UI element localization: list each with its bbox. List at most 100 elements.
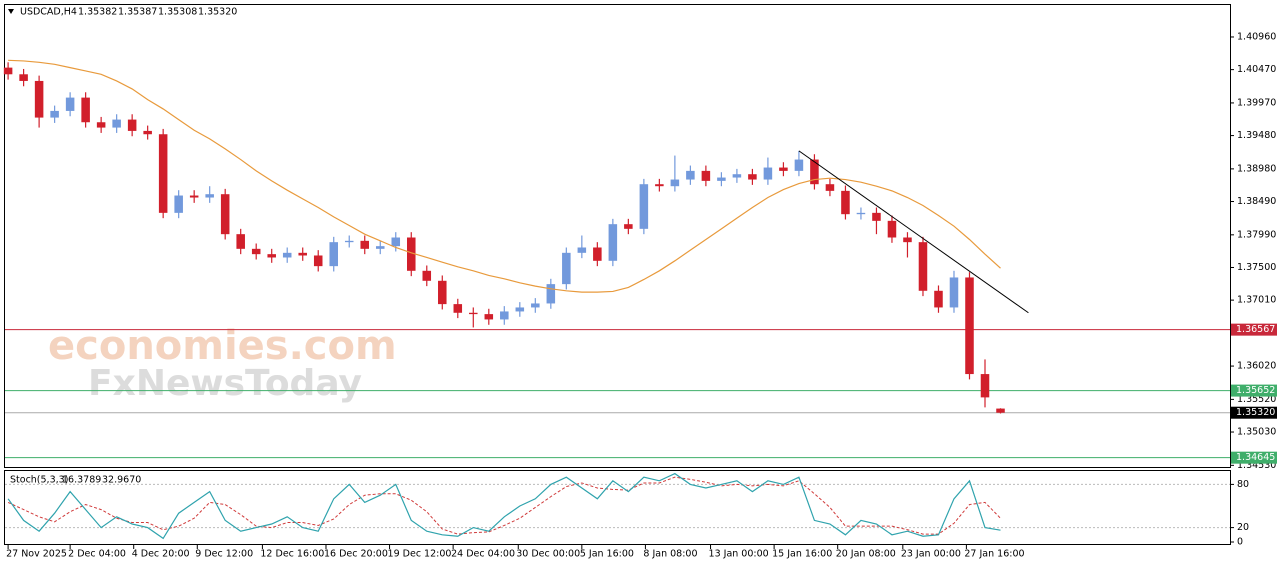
candle-body bbox=[965, 277, 974, 375]
candle-body bbox=[298, 252, 307, 256]
y-tick-label: 1.40960 bbox=[1237, 31, 1276, 42]
candle-body bbox=[748, 174, 757, 180]
candle-body bbox=[251, 248, 261, 255]
y-tick-label: 1.35520 bbox=[1237, 394, 1276, 405]
candle-body bbox=[469, 312, 478, 315]
candle-body bbox=[19, 74, 28, 81]
x-tick-label: 12 Dec 16:00 bbox=[260, 549, 324, 560]
stoch-k bbox=[7, 472, 1001, 540]
moving-average bbox=[8, 59, 1001, 293]
candle-body bbox=[949, 277, 959, 308]
candle-body bbox=[934, 290, 943, 308]
y-tick-label: 1.34530 bbox=[1237, 460, 1276, 471]
stoch-tick-label: 20 bbox=[1237, 522, 1249, 533]
candle-body bbox=[872, 212, 881, 221]
quote-value: 1.35320 bbox=[198, 7, 237, 18]
candle-body bbox=[96, 122, 106, 128]
candle-body bbox=[267, 254, 276, 258]
candle-body bbox=[205, 194, 214, 198]
candle-body bbox=[856, 212, 866, 215]
candle-body bbox=[3, 67, 13, 75]
quote-value: 1.35308 bbox=[158, 7, 197, 18]
trendline bbox=[798, 150, 1029, 314]
candle-body bbox=[515, 307, 525, 312]
candle-body bbox=[996, 408, 1005, 413]
candle-body bbox=[686, 170, 695, 180]
candle-body bbox=[500, 311, 509, 320]
indicator-name: Stoch(5,3,3) bbox=[10, 475, 68, 486]
candle-body bbox=[717, 177, 726, 181]
candle-body bbox=[329, 242, 338, 267]
x-tick-label: 2 Dec 04:00 bbox=[68, 549, 126, 560]
menu-arrow bbox=[8, 9, 14, 14]
candle-body bbox=[670, 179, 680, 187]
candle-body bbox=[701, 170, 711, 181]
quote-value: 1.35387 bbox=[118, 7, 157, 18]
candle-body bbox=[918, 242, 928, 291]
candle-body bbox=[189, 195, 199, 198]
price-level-box bbox=[1231, 451, 1277, 464]
candle-body bbox=[50, 110, 59, 118]
candle-body bbox=[174, 195, 183, 213]
y-tick-label: 1.37990 bbox=[1237, 229, 1276, 240]
price-level-label: 1.35652 bbox=[1236, 385, 1275, 396]
candle-body bbox=[484, 314, 494, 320]
candle-body bbox=[763, 167, 773, 180]
candle-body bbox=[375, 246, 385, 249]
candle-body bbox=[531, 303, 540, 308]
price-level-label: 1.36567 bbox=[1236, 324, 1275, 335]
candle-body bbox=[127, 119, 137, 131]
candle-body bbox=[980, 374, 990, 398]
candle-body bbox=[438, 280, 447, 305]
price-level-box bbox=[1231, 406, 1277, 419]
x-tick-label: 5 Jan 16:00 bbox=[580, 549, 634, 560]
candle-body bbox=[360, 240, 370, 249]
stoch-d bbox=[7, 476, 1001, 535]
y-tick-label: 1.38490 bbox=[1237, 196, 1276, 207]
x-tick-label: 24 Dec 04:00 bbox=[451, 549, 515, 560]
y-tick-label: 1.35030 bbox=[1237, 427, 1276, 438]
candle-body bbox=[546, 284, 556, 304]
candle-body bbox=[593, 247, 602, 261]
x-tick-label: 27 Nov 2025 bbox=[6, 549, 67, 560]
y-tick-label: 1.37500 bbox=[1237, 262, 1276, 273]
candle-body bbox=[453, 304, 463, 313]
y-tick-label: 1.36020 bbox=[1237, 361, 1276, 372]
indicator-value: 32.9670 bbox=[102, 475, 141, 486]
y-tick-label: 1.39480 bbox=[1237, 130, 1276, 141]
candle-body bbox=[422, 270, 432, 281]
x-tick-label: 27 Jan 16:00 bbox=[964, 549, 1024, 560]
x-tick-label: 20 Jan 08:00 bbox=[836, 549, 896, 560]
candle-body bbox=[577, 247, 587, 253]
price-level-label: 1.35320 bbox=[1236, 407, 1275, 418]
x-tick-label: 4 Dec 20:00 bbox=[132, 549, 190, 560]
candle-body bbox=[65, 97, 75, 111]
candle-body bbox=[112, 119, 121, 128]
candle-body bbox=[624, 224, 633, 229]
candle-body bbox=[407, 237, 416, 271]
price-level-box bbox=[1231, 384, 1277, 397]
candle-body bbox=[810, 159, 819, 185]
indicator-value: 16.3789 bbox=[62, 475, 101, 486]
candle-body bbox=[313, 255, 323, 267]
candle-body bbox=[655, 184, 664, 187]
candle-body bbox=[282, 252, 292, 258]
candle-body bbox=[794, 159, 804, 171]
candle-body bbox=[236, 234, 245, 249]
stoch-tick-label: 80 bbox=[1237, 479, 1249, 490]
x-tick-label: 19 Dec 12:00 bbox=[388, 549, 452, 560]
y-tick-label: 1.40470 bbox=[1237, 64, 1276, 75]
x-tick-label: 15 Jan 16:00 bbox=[772, 549, 832, 560]
candle-body bbox=[779, 167, 788, 171]
y-tick-label: 1.38980 bbox=[1237, 163, 1276, 174]
symbol: USDCAD,H4 bbox=[20, 7, 77, 18]
candle-body bbox=[143, 130, 152, 135]
price-level-box bbox=[1231, 323, 1277, 336]
watermark: FxNewsToday bbox=[88, 363, 362, 404]
candle-body bbox=[887, 220, 897, 238]
candle-body bbox=[903, 237, 912, 243]
candle-body bbox=[391, 237, 401, 247]
price-level-label: 1.34645 bbox=[1236, 452, 1275, 463]
candle-body bbox=[158, 134, 168, 213]
candle-body bbox=[732, 174, 742, 178]
